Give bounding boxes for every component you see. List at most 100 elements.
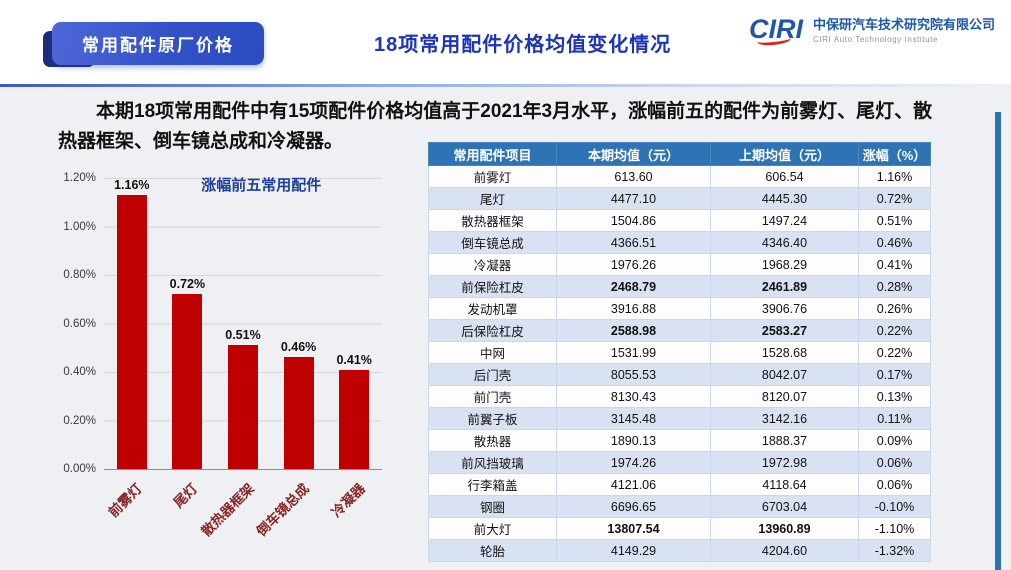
bar-value-label: 0.46%: [280, 340, 317, 355]
table-row: 后保险杠皮 2588.98 2583.27 0.22%: [428, 319, 931, 342]
current-mean-cell: 1974.26: [556, 451, 711, 474]
current-mean-cell: 1890.13: [556, 429, 711, 452]
part-name-cell: 尾灯: [428, 187, 557, 210]
x-axis-label: 倒车镜总成: [253, 480, 313, 540]
previous-mean-cell: 4204.60: [710, 539, 859, 562]
x-axis-label: 尾灯: [171, 480, 201, 511]
current-mean-cell: 1976.26: [556, 253, 711, 276]
bar-value-label: 0.72%: [169, 277, 206, 292]
change-cell: -0.10%: [858, 495, 931, 518]
bar-column: 0.46%: [271, 178, 327, 469]
section-badge: 常用配件原厂价格: [43, 22, 264, 67]
previous-mean-cell: 8042.07: [710, 363, 859, 386]
table-row: 前门壳 8130.43 8120.07 0.13%: [428, 385, 931, 408]
part-name-cell: 行李箱盖: [428, 473, 557, 496]
table-row: 散热器 1890.13 1888.37 0.09%: [428, 429, 931, 452]
y-tick-label: 1.20%: [63, 172, 96, 184]
current-mean-cell: 4477.10: [556, 187, 711, 210]
current-mean-cell: 2588.98: [556, 319, 711, 342]
previous-mean-cell: 1528.68: [710, 341, 859, 364]
parts-table-header-row: 常用配件项目 本期均值（元） 上期均值（元） 涨幅（%）: [428, 142, 931, 166]
current-mean-cell: 4121.06: [556, 473, 711, 496]
chart-title: 涨幅前五常用配件: [201, 177, 322, 194]
current-mean-cell: 1504.86: [556, 209, 711, 232]
previous-mean-cell: 4445.30: [710, 187, 859, 210]
header-divider: [0, 84, 1011, 87]
bar-value-label: 1.16%: [114, 178, 150, 192]
bar: [283, 357, 314, 469]
chart-x-labels: 前雾灯 尾灯 散热器框架 倒车镜总成 冷凝器: [104, 474, 382, 560]
x-axis-label: 散热器框架: [198, 480, 257, 540]
previous-mean-cell: 1972.98: [710, 451, 859, 474]
current-mean-cell: 2468.79: [556, 275, 711, 298]
change-cell: 0.22%: [858, 319, 931, 342]
current-mean-cell: 13807.54: [556, 517, 711, 540]
part-name-cell: 后保险杠皮: [428, 319, 557, 342]
change-cell: 0.51%: [858, 209, 931, 232]
y-tick-label: 0.00%: [63, 463, 96, 475]
chart-y-axis: 1.20% 1.00% 0.80% 0.60% 0.40% 0.20% 0.00%: [63, 172, 382, 475]
change-cell: 1.16%: [858, 165, 931, 188]
part-name-cell: 前雾灯: [428, 165, 557, 188]
column-header: 涨幅（%）: [858, 142, 931, 166]
table-row: 前风挡玻璃 1974.26 1972.98 0.06%: [428, 451, 931, 474]
table-row: 发动机罩 3916.88 3906.76 0.26%: [428, 297, 931, 320]
part-name-cell: 倒车镜总成: [428, 231, 557, 254]
previous-mean-cell: 1968.29: [710, 253, 859, 276]
previous-mean-cell: 2461.89: [710, 275, 859, 298]
previous-mean-cell: 3142.16: [710, 407, 859, 430]
table-row: 前大灯 13807.54 13960.89 -1.10%: [428, 517, 931, 540]
previous-mean-cell: 1497.24: [710, 209, 859, 232]
logo-text-block: 中保研汽车技术研究院有限公司 CIRI Auto Technology Inst…: [813, 14, 995, 44]
change-cell: 0.06%: [858, 473, 931, 496]
section-badge-label: 常用配件原厂价格: [52, 22, 264, 65]
table-row: 行李箱盖 4121.06 4118.64 0.06%: [428, 473, 931, 496]
change-cell: 0.17%: [858, 363, 931, 386]
table-row: 散热器框架 1504.86 1497.24 0.51%: [428, 209, 931, 232]
bar-value-label: 0.41%: [336, 352, 372, 367]
table-row: 中网 1531.99 1528.68 0.22%: [428, 341, 931, 364]
bar-column: 0.51%: [215, 178, 271, 469]
previous-mean-cell: 6703.04: [710, 495, 859, 518]
part-name-cell: 前保险杠皮: [428, 275, 557, 298]
part-name-cell: 前门壳: [428, 385, 557, 408]
change-cell: 0.22%: [858, 341, 931, 364]
change-cell: -1.32%: [858, 539, 931, 562]
bar-value-label: 0.51%: [225, 328, 261, 343]
previous-mean-cell: 3906.76: [710, 297, 859, 320]
change-cell: -1.10%: [858, 517, 931, 540]
part-name-cell: 中网: [428, 341, 557, 364]
table-row: 尾灯 4477.10 4445.30 0.72%: [428, 187, 931, 210]
header: 常用配件原厂价格 18项常用配件价格均值变化情况 CIRI 中保研汽车技术研究院…: [0, 0, 1011, 84]
previous-mean-cell: 2583.27: [710, 319, 859, 342]
table-row: 钢圈 6696.65 6703.04 -0.10%: [428, 495, 931, 518]
bar: [227, 345, 258, 469]
logo-subtitle: CIRI Auto Technology Institute: [812, 35, 939, 44]
table-row: 轮胎 4149.29 4204.60 -1.32%: [428, 539, 931, 562]
current-mean-cell: 1531.99: [556, 341, 711, 364]
chart-plot-area: 1.20% 1.00% 0.80% 0.60% 0.40% 0.20% 0.00% 涨幅前五…: [63, 172, 382, 475]
bar-column: 0.72%: [160, 178, 216, 469]
x-axis-label: 冷凝器: [328, 480, 368, 521]
part-name-cell: 前风挡玻璃: [428, 451, 557, 474]
table-row: 冷凝器 1976.26 1968.29 0.41%: [428, 253, 931, 276]
change-cell: 0.72%: [858, 187, 931, 210]
previous-mean-cell: 8120.07: [710, 385, 859, 408]
part-name-cell: 轮胎: [428, 539, 557, 562]
previous-mean-cell: 13960.89: [710, 517, 859, 540]
column-header: 常用配件项目: [428, 142, 557, 166]
bar-column: 1.16%: [104, 178, 160, 469]
change-cell: 0.46%: [858, 231, 931, 254]
x-axis-label: 前雾灯: [105, 480, 146, 521]
table-row: 后门壳 8055.53 8042.07 0.17%: [428, 363, 931, 386]
part-name-cell: 散热器: [428, 429, 557, 452]
current-mean-cell: 613.60: [556, 165, 711, 188]
current-mean-cell: 4149.29: [556, 539, 711, 562]
current-mean-cell: 4366.51: [556, 231, 711, 254]
bar: [172, 294, 203, 469]
parts-table: 常用配件项目 本期均值（元） 上期均值（元） 涨幅（%） 前雾灯 613.60 606.5…: [428, 142, 931, 562]
current-mean-cell: 8130.43: [556, 385, 711, 408]
previous-mean-cell: 1888.37: [710, 429, 859, 452]
top5-bar-chart: 1.20% 1.00% 0.80% 0.60% 0.40% 0.20% 0.00% 涨幅前五…: [46, 168, 392, 562]
part-name-cell: 后门壳: [428, 363, 557, 386]
